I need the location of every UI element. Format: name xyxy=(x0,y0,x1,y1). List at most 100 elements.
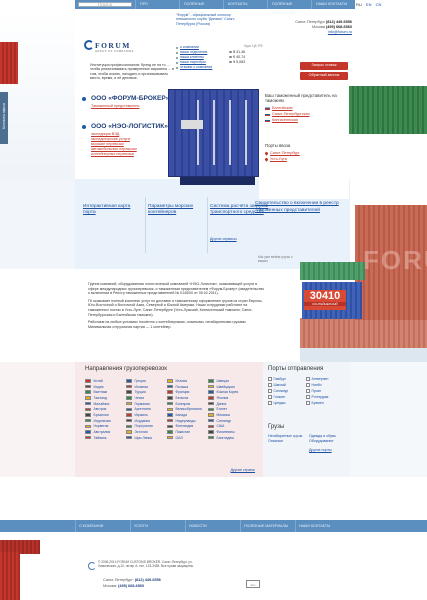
service-container-params[interactable]: Параметры морских контейнеров xyxy=(148,204,194,215)
direction-item[interactable]: Швейцария xyxy=(208,384,249,390)
quick-link-reviews[interactable]: отзывы о компании xyxy=(180,65,213,70)
direction-item[interactable]: Болгария xyxy=(167,401,208,407)
direction-item[interactable]: Пакистан xyxy=(167,429,208,435)
service-certificate-link[interactable]: Свидетельство о включении в реестр тамож… xyxy=(255,201,339,213)
customs-post-link[interactable]: Санкт-Петербургская xyxy=(272,112,310,117)
quick-link-clients[interactable]: наши клиенты xyxy=(180,55,204,60)
search-input[interactable]: ПОИСК xyxy=(78,2,132,7)
direction-item[interactable]: Нидерланды xyxy=(167,418,208,424)
port-item[interactable]: Циндао xyxy=(268,400,306,406)
direction-item[interactable]: Сингапур xyxy=(208,418,249,424)
nav-item-4[interactable]: ПОЛЕЗНЫЕ МАТЕРИАЛЫ xyxy=(267,0,311,15)
request-rates-button[interactable]: Запрос ставок xyxy=(300,62,348,70)
port-item[interactable]: Бремен xyxy=(306,400,344,406)
company-link[interactable]: контейнерные перевозки xyxy=(91,152,134,156)
direction-item[interactable]: Польша xyxy=(167,384,208,390)
company-name[interactable]: ООО «ФОРУМ-БРОКЕР» xyxy=(91,95,170,102)
port-item[interactable]: Гамбург xyxy=(268,376,306,382)
direction-item[interactable]: Вьетнам xyxy=(85,389,126,395)
port-item[interactable]: Антверпен xyxy=(306,376,344,382)
checkbox-icon[interactable] xyxy=(268,377,272,381)
service-load-calculator[interactable]: Система расчёта загрузки транспортного с… xyxy=(210,204,269,215)
port-entry-link[interactable]: Санкт-Петербург xyxy=(270,151,300,155)
checkbox-icon[interactable] xyxy=(268,389,272,393)
direction-item[interactable]: Эстония xyxy=(126,429,167,435)
service-more-link[interactable]: Другие сервисы xyxy=(210,237,237,241)
direction-item[interactable]: Бельгия xyxy=(167,395,208,401)
footer-nav-item[interactable]: УСЛУГИ xyxy=(130,520,185,532)
footer-nav-item[interactable]: ПОЛЕЗНЫЕ МАТЕРИАЛЫ xyxy=(240,520,295,532)
checkbox-icon[interactable] xyxy=(268,401,272,405)
direction-item[interactable]: Италия xyxy=(167,378,208,384)
company-link[interactable]: морские перевозки xyxy=(91,142,124,146)
customs-post-link[interactable]: Балтийская xyxy=(272,106,293,110)
site-logo[interactable]: FORUM GROUP OF COMPANIES xyxy=(84,40,136,58)
checkbox-icon[interactable] xyxy=(306,395,310,399)
direction-item[interactable]: Канада xyxy=(167,412,208,418)
quick-link-partners[interactable]: наши партнёры xyxy=(180,60,206,65)
direction-item[interactable]: Филиппины xyxy=(208,429,249,435)
nav-item-1[interactable]: ПРО xyxy=(135,0,179,9)
direction-item[interactable]: Португалия xyxy=(126,424,167,430)
direction-item[interactable]: Швеция xyxy=(208,378,249,384)
direction-item[interactable]: Израиль xyxy=(126,412,167,418)
direction-item[interactable]: Индия xyxy=(85,384,126,390)
direction-item[interactable]: Египет xyxy=(208,406,249,412)
company-link[interactable]: экспедиторские услуги xyxy=(91,137,130,141)
lang-ru[interactable]: RU xyxy=(356,2,362,7)
port-item[interactable]: Гонконг xyxy=(268,394,306,400)
footer-nav-item[interactable]: О КОМПАНИИ xyxy=(75,520,130,532)
lang-en[interactable]: EN xyxy=(365,2,372,7)
checkbox-icon[interactable] xyxy=(306,383,310,387)
direction-item[interactable]: Иордания xyxy=(126,418,167,424)
contact-email[interactable]: info@forum.ru xyxy=(327,29,352,34)
port-item[interactable]: Шанхай xyxy=(268,382,306,388)
port-item[interactable]: Сингапур xyxy=(268,388,306,394)
direction-item[interactable]: Шри-Ланка xyxy=(126,435,167,441)
port-item[interactable]: Нинбо xyxy=(306,382,344,388)
direction-item[interactable]: ОАЭ xyxy=(167,435,208,441)
cargo-type-link[interactable]: Опасные xyxy=(268,439,284,443)
announcement-link[interactable]: "Форум" - официальный спонсор юношеского… xyxy=(176,13,236,26)
direction-item[interactable]: Таиланд xyxy=(85,395,126,401)
direction-item[interactable]: Тайвань xyxy=(85,435,126,441)
direction-item[interactable]: Норвегия xyxy=(85,424,126,430)
customs-post-link[interactable]: Кингисеппская xyxy=(272,118,298,123)
company-link[interactable]: экспедиция ВЭД xyxy=(91,132,120,136)
checkbox-icon[interactable] xyxy=(306,389,310,393)
nav-item-3[interactable]: КОНТАКТЫ xyxy=(223,0,267,9)
direction-item[interactable]: Турция xyxy=(126,389,167,395)
direction-item[interactable]: Франция xyxy=(167,389,208,395)
lang-cn[interactable]: CN xyxy=(375,2,382,7)
direction-item[interactable]: Бангладеш xyxy=(208,435,249,441)
footer-nav-item[interactable]: НОВОСТИ xyxy=(185,520,240,532)
checkbox-icon[interactable] xyxy=(268,383,272,387)
port-entry-link[interactable]: Усть-Луга xyxy=(270,157,287,162)
direction-item[interactable]: Япония xyxy=(208,395,249,401)
company-link[interactable]: Таможенный представитель xyxy=(91,104,140,108)
ports-all-link[interactable]: Другие порты xyxy=(309,448,332,452)
company-link[interactable]: автомобильные перевозки xyxy=(91,147,137,151)
direction-item[interactable]: Малайзия xyxy=(85,401,126,407)
company-name[interactable]: ООО «НЭО-ЛОГИСТИК» xyxy=(91,123,168,130)
checkbox-icon[interactable] xyxy=(306,377,310,381)
port-item[interactable]: Пусан xyxy=(306,388,344,394)
direction-item[interactable]: Финляндия xyxy=(167,424,208,430)
cargo-type-link[interactable]: Оборудование xyxy=(309,439,334,443)
direction-item[interactable]: Мексика xyxy=(208,412,249,418)
direction-item[interactable]: Чехия xyxy=(126,395,167,401)
direction-item[interactable]: Австралия xyxy=(85,429,126,435)
direction-item[interactable]: США xyxy=(208,424,249,430)
direction-item[interactable]: Китай xyxy=(85,378,126,384)
footer-nav-item[interactable]: НАШИ КОНТАКТЫ xyxy=(295,520,350,532)
direction-item[interactable]: Австрия xyxy=(85,406,126,412)
direction-item[interactable]: Индонезия xyxy=(85,418,126,424)
direction-item[interactable]: Германия xyxy=(126,401,167,407)
checkbox-icon[interactable] xyxy=(268,395,272,399)
nav-item-2[interactable]: ПОЛЕЗНЫЕ ПЕРЕВОЗКИ xyxy=(179,0,223,15)
nav-item-5[interactable]: НАШИ КОНТАКТЫ xyxy=(311,0,355,9)
checkbox-icon[interactable] xyxy=(306,401,310,405)
direction-item[interactable]: Великобритания xyxy=(167,406,208,412)
callback-button[interactable]: Обратный звонок xyxy=(300,72,348,80)
direction-item[interactable]: Аргентина xyxy=(126,406,167,412)
